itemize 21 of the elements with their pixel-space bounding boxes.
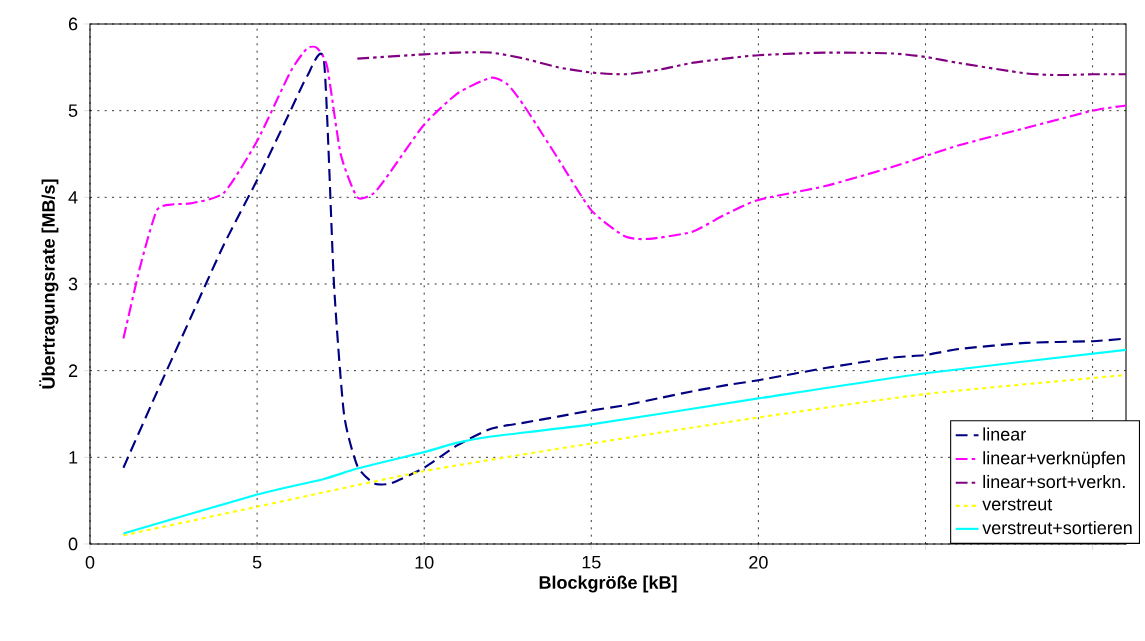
y-tick-label: 4: [68, 191, 78, 204]
x-tick-label: 0: [85, 555, 95, 569]
x-tick-label: 5: [252, 555, 262, 569]
y-tick-label: 6: [68, 17, 78, 31]
y-tick-label: 0: [68, 537, 78, 551]
y-tick-label: 5: [68, 104, 78, 117]
y-tick-label: 1: [69, 451, 78, 464]
legend-label: linear+sort+verkn.: [983, 474, 1125, 489]
x-tick-label: 10: [415, 555, 434, 569]
y-axis-title: Übertragungsrate [MB/s]: [39, 179, 59, 389]
line-series: [122, 47, 1126, 340]
y-tick-label: 2: [68, 364, 78, 377]
line-series: [356, 51, 1126, 77]
legend-label: verstreut+sortieren: [982, 520, 1132, 535]
legend-label: linear+verknüpfen: [983, 451, 1125, 468]
legend-label: verstreut: [982, 498, 1053, 511]
legend-label: linear: [983, 427, 1026, 441]
x-axis-title: Blockgröße [kB]: [539, 575, 677, 593]
y-tick-label: 3: [68, 277, 78, 291]
x-tick-label: 20: [749, 555, 768, 569]
x-tick-label: 15: [582, 555, 601, 569]
